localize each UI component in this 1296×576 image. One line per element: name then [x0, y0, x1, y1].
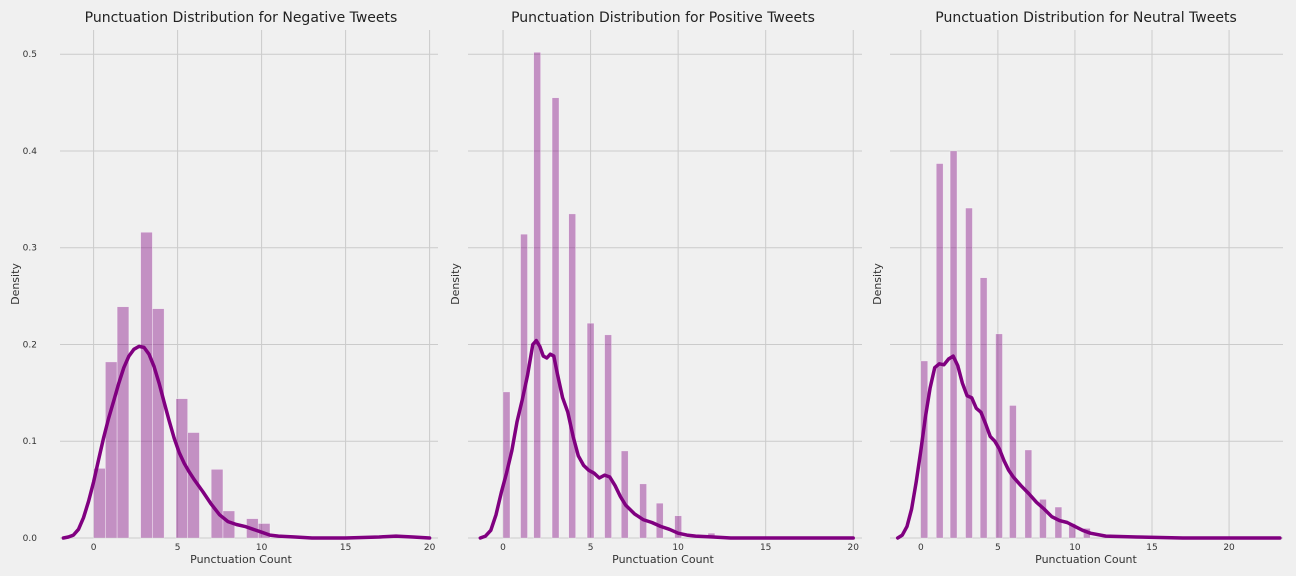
x-axis-label: Punctuation Count [1035, 553, 1137, 566]
histogram-bar [105, 361, 118, 539]
x-tick-label: 0 [500, 543, 506, 553]
x-tick-label: 5 [175, 543, 181, 553]
histogram-bar [674, 515, 682, 539]
histogram-bar [152, 308, 165, 539]
x-tick-label: 10 [256, 543, 268, 553]
y-axis-label: Density [871, 263, 884, 305]
chart-title: Punctuation Distribution for Positive Tw… [511, 10, 815, 26]
histogram-bar [979, 277, 988, 539]
chart-title: Punctuation Distribution for Negative Tw… [85, 10, 398, 26]
x-tick-label: 5 [995, 543, 1001, 553]
y-tick-label: 0.1 [23, 437, 37, 447]
x-tick-label: 15 [1146, 543, 1157, 553]
histogram-bar [965, 207, 973, 539]
histogram-bar [533, 51, 541, 539]
x-tick-label: 10 [672, 543, 684, 553]
histogram-bar [604, 334, 612, 539]
kde-line [478, 338, 855, 540]
x-axis-label: Punctuation Count [612, 553, 714, 566]
kde-line [895, 354, 1282, 540]
x-tick-label: 0 [918, 543, 924, 553]
histogram-bar [116, 306, 130, 539]
panel-negative: Punctuation Distribution for Negative Tw… [9, 10, 438, 566]
y-tick-label: 0.4 [23, 147, 38, 157]
y-tick-label: 0.5 [23, 50, 37, 60]
grid [890, 30, 1283, 539]
histogram-bar [995, 333, 1003, 539]
histogram-bar [655, 502, 664, 539]
grid [60, 30, 438, 539]
histogram-bar [140, 231, 153, 539]
y-axis-label: Density [449, 263, 462, 305]
x-tick-label: 15 [760, 543, 771, 553]
x-tick-label: 0 [91, 543, 97, 553]
histogram-bar [1039, 498, 1047, 539]
histogram-bar [620, 450, 629, 539]
histogram-bar [935, 163, 944, 539]
x-tick-label: 20 [848, 543, 860, 553]
panel-neutral: Punctuation Distribution for Neutral Twe… [871, 10, 1283, 566]
x-tick-label: 20 [1223, 543, 1235, 553]
x-tick-label: 5 [588, 543, 594, 553]
histogram-bar [551, 97, 560, 539]
histogram-bar [586, 322, 595, 539]
chart-title: Punctuation Distribution for Neutral Twe… [935, 10, 1237, 26]
panel-positive: Punctuation Distribution for Positive Tw… [449, 10, 862, 566]
histogram-bar [568, 213, 576, 539]
histogram-bar [639, 483, 647, 539]
x-axis-label: Punctuation Count [190, 553, 292, 566]
y-tick-label: 0.3 [23, 244, 37, 254]
y-axis-label: Density [9, 263, 22, 305]
x-tick-label: 10 [1069, 543, 1081, 553]
y-tick-label: 0.2 [23, 340, 37, 350]
histogram-bar [949, 150, 958, 539]
y-tick-label: 0.0 [23, 534, 38, 544]
x-tick-label: 15 [340, 543, 351, 553]
kde-line [61, 344, 432, 540]
x-tick-label: 20 [424, 543, 436, 553]
